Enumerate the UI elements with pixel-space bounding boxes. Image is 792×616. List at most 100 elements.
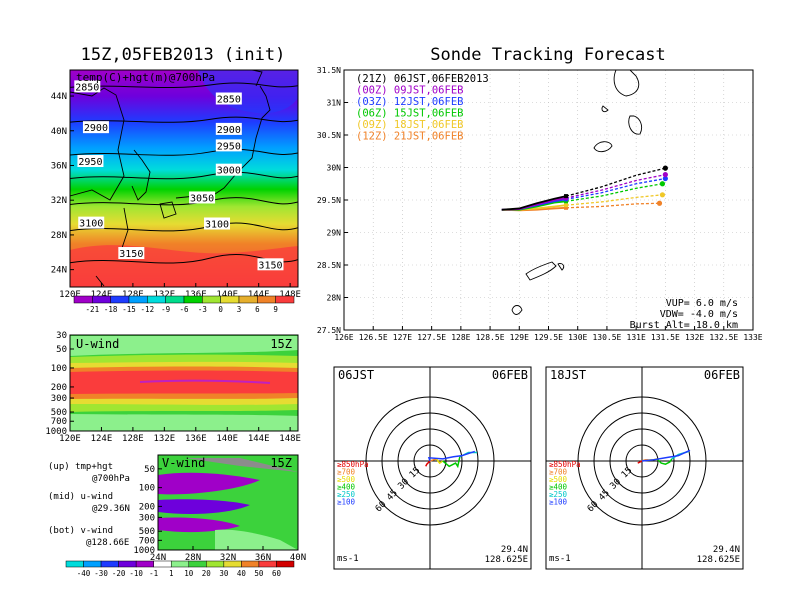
hodograph-lat: 29.4N [501,545,528,555]
hodograph-level-legend: ≥400 [337,483,356,492]
temp-colorbar-label: -12 [141,305,155,314]
v-colorbar-swatch [65,560,84,568]
temp-colorbar-label: -18 [104,305,118,314]
track-x-tick-label: 131.5E [651,333,680,342]
temp-map-label: temp(C)+hgt(m)@700hPa [76,71,215,84]
map-y-tick-label: 36N [51,161,67,171]
side-legend-bot-1: (bot) v-wind [48,526,113,536]
temp-colorbar-swatch [238,295,258,304]
track-now-marker [564,194,569,199]
contour-label-box [74,80,101,93]
temp-colorbar-swatch [73,295,93,304]
v-colorbar-swatch [206,560,225,568]
v-colorbar-label: 50 [254,569,264,578]
u-x-tick-label: 140E [216,434,238,444]
tracking-land [511,70,643,315]
track-x-tick-label: 130E [568,333,587,342]
v-y-tick-label: 300 [139,513,155,523]
contour-label: 3150 [258,260,282,271]
temp-colorbar-swatch [92,295,111,304]
track-legend-item: (09Z) 18JST,06FEB [356,119,463,131]
hodograph-level-legend: ≥850hPa [337,460,369,469]
v-colorbar-label: -1 [149,569,158,578]
v-colorbar-label: 1 [169,569,174,578]
v-y-tick-label: 50 [144,465,155,475]
track-y-tick-label: 29.5N [317,196,341,205]
temp-colorbar-label: -9 [161,305,170,314]
track-end-point [662,175,668,182]
track-line-forecast [565,194,663,206]
track-x-tick-label: 127.5E [417,333,446,342]
height-contour-2850 [70,82,298,89]
temp-colorbar-label: -6 [179,305,189,314]
track-x-tick-label: 131E [627,333,646,342]
v-colorbar-swatch [135,560,154,568]
map-x-tick-label: 132E [154,290,176,300]
v-colorbar-label: 60 [272,569,282,578]
v-wind-colorbar: -40 -30 -20 -10 -1 1 10 20 30 40 50 60 [65,560,295,578]
track-y-tick-label: 27.5N [317,326,341,335]
v-colorbar-swatch [100,560,119,568]
v-y-tick-label: 100 [139,484,155,494]
v-y-tick-label: 1000 [133,546,155,556]
u-y-tick-label: 200 [51,383,67,393]
vup-text: VUP= 6.0 m/s [666,298,738,309]
hodograph-trace-400 [442,456,461,469]
tracking-axes: 126E 126.5E 127E 127.5E 128E 128.5E 129E 129.5E… [317,66,763,342]
u-y-tick-label: 30 [56,331,67,341]
u-x-tick-label: 136E [185,434,207,444]
map-y-tick-label: 44N [51,92,67,102]
temp-colorbar-label: -3 [198,305,207,314]
hodograph-lat: 29.4N [713,545,740,555]
temp-colorbar-label: 9 [273,305,278,314]
temp-colorbar-label: 6 [255,305,260,314]
u-x-tick-label: 124E [91,434,113,444]
track-x-tick-label: 128E [451,333,470,342]
track-y-tick-label: 28N [327,294,342,303]
hodograph-level-legend: ≥700 [549,468,568,477]
contour-label-box [77,155,104,168]
hodograph-time-box [335,368,377,381]
v-colorbar-label: -40 [77,569,91,578]
track-end-point [656,200,663,206]
track-end-point [659,192,666,198]
vdw-text: VDW= -4.0 m/s [660,309,738,320]
contour-label: 2950 [217,141,241,152]
temp-colorbar-swatch [128,295,148,304]
track-line-solid [501,195,567,211]
height-contour-3000 [70,171,298,180]
track-y-tick-label: 28.5N [317,261,341,270]
track-x-tick-label: 128.5E [476,333,505,342]
contour-label-box [204,217,231,230]
contour-label-box [215,122,242,135]
tracking-legend: (21Z) 06JST,06FEB2013(00Z) 09JST,06FEB(0… [356,73,489,143]
hodograph-date-label: 06FEB [492,368,528,382]
track-line-forecast [565,177,666,200]
hodograph-trace-850 [637,460,643,464]
map-x-tick-label: 128E [122,290,144,300]
hodograph-level-legend: ≥100 [549,498,568,507]
track-x-tick-label: 127E [393,333,412,342]
v-colorbar-swatch [223,560,242,568]
v-colorbar-swatch [118,560,137,568]
track-x-tick-label: 133E [743,333,762,342]
hodograph-level-legend: ≥500 [337,475,356,484]
temp-map-axes: 120E 124E 128E 132E 136E 140E 144E 148E 44N 40N 36… [51,92,301,300]
track-line-forecast [565,174,666,199]
track-y-tick-label: 30.5N [317,131,341,140]
v-colorbar-label: 20 [202,569,212,578]
track-y-tick-label: 29N [327,229,342,238]
hodograph-level-legend: ≥400 [549,483,568,492]
track-x-tick-label: 126E [334,333,353,342]
map-x-tick-label: 144E [248,290,270,300]
v-colorbar-label: 30 [219,569,229,578]
map-y-tick-label: 32N [51,196,67,206]
v-colorbar-swatch [241,560,260,568]
hodograph-level-legend: ≥500 [549,475,568,484]
v-colorbar-swatch [153,560,172,568]
track-legend-item: (06Z) 15JST,06FEB [356,108,463,120]
contour-label: 2900 [84,123,108,134]
u-x-tick-label: 120E [59,434,81,444]
